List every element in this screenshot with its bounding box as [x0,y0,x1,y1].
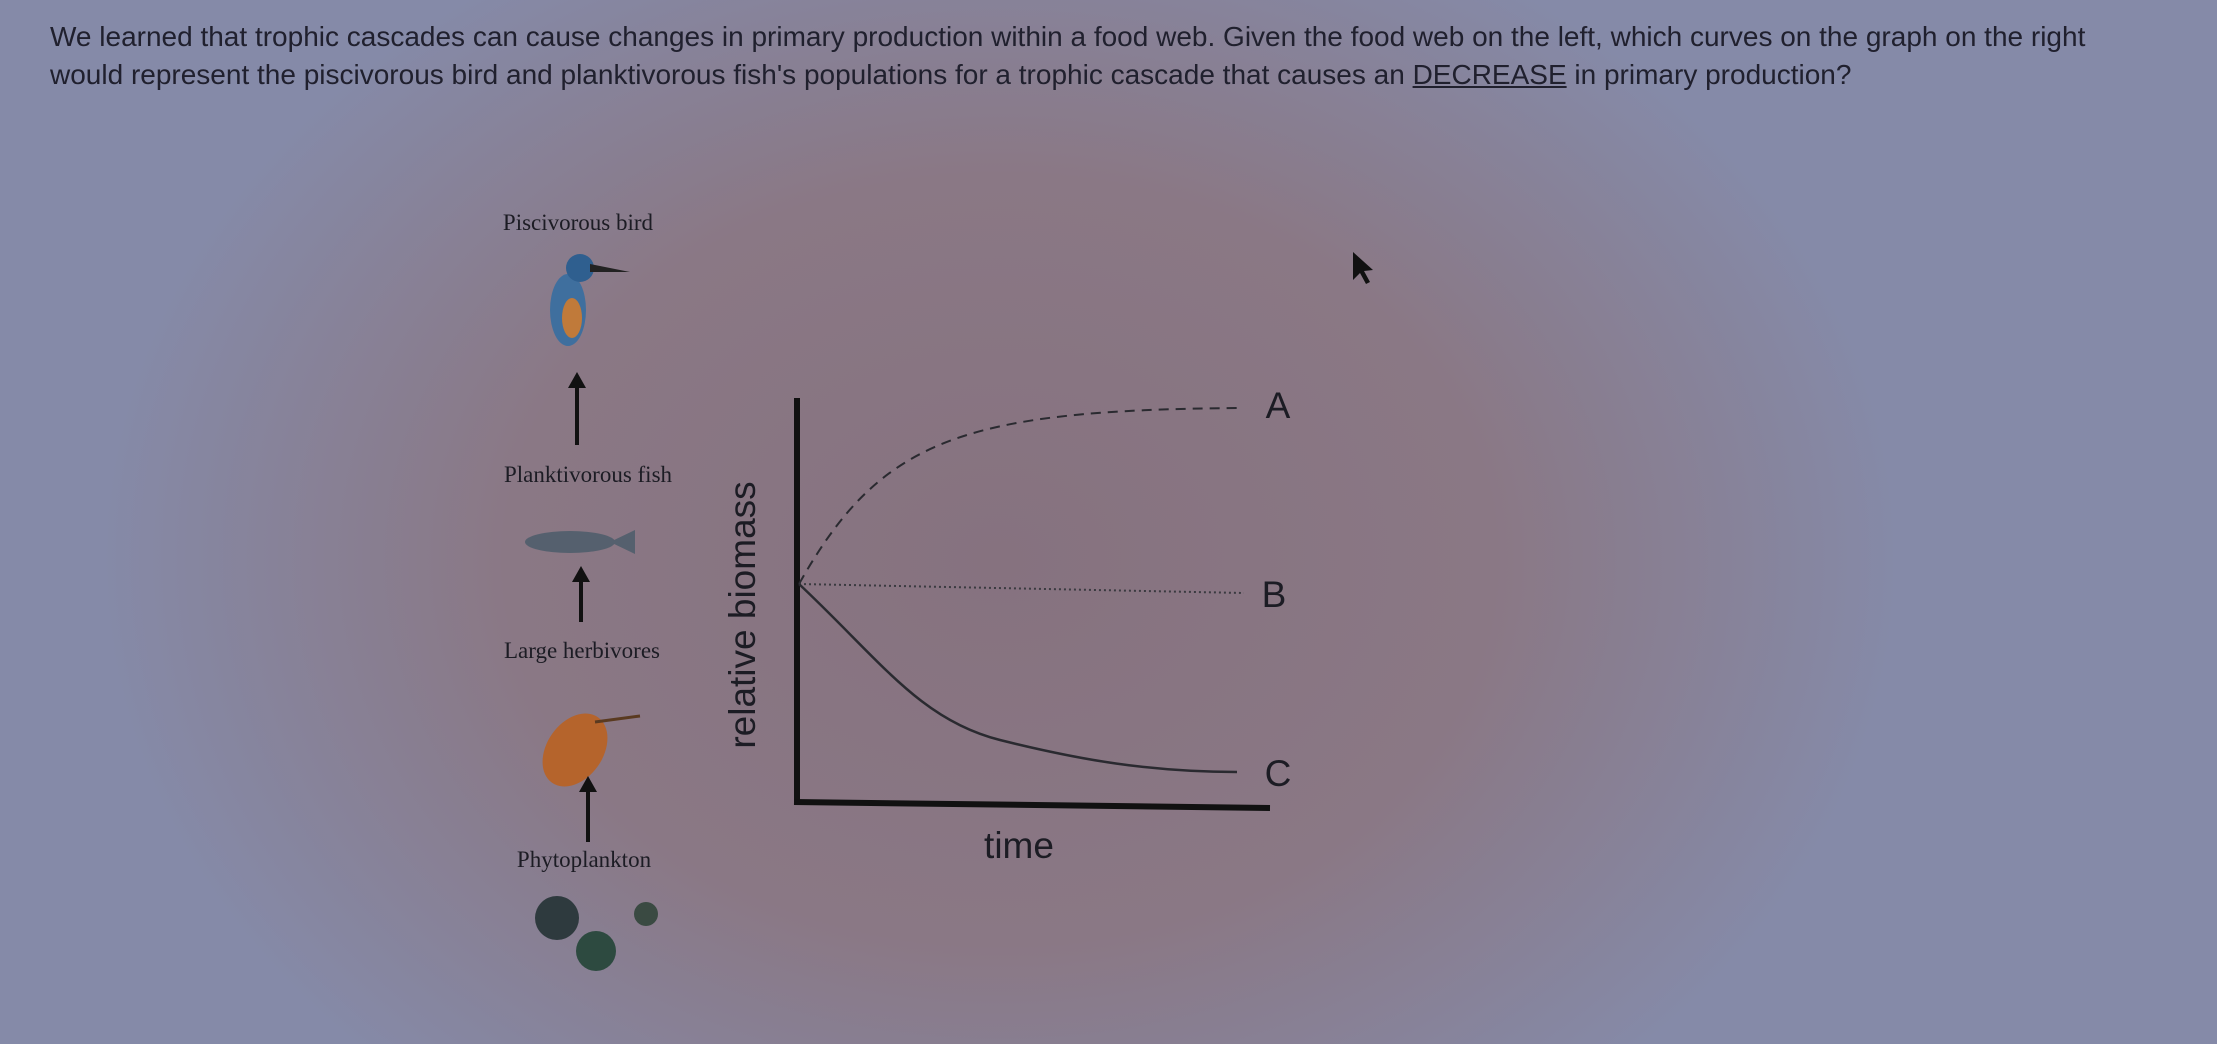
food-web-label: Large herbivores [504,638,660,663]
question-text: in primary production? [1574,59,1852,90]
cursor [1353,252,1373,284]
question: We learned that trophic cascades can cau… [50,18,2160,94]
x-axis [793,799,1271,811]
food-web-label: Piscivorous bird [503,210,654,235]
x-axis-label: time [984,825,1054,866]
curve-a [798,407,1241,585]
curve-label: C [1265,753,1292,794]
food-web-label: Phytoplankton [517,847,652,872]
herbivore-icon [542,713,641,787]
arrow [568,372,586,445]
phytoplankton-icon [535,896,658,971]
curve-b [798,583,1245,594]
question-emphasis: DECREASE [1412,59,1567,90]
fish-icon [525,530,635,554]
y-axis-label: relative biomass [722,481,763,748]
arrow [579,776,597,842]
curve-label: B [1262,574,1287,615]
curve-label: A [1266,385,1291,426]
bird-icon [550,254,630,346]
question-text: We learned that trophic cascades can cau… [50,21,2086,90]
arrow [572,566,590,622]
curve-c [798,583,1238,774]
food-web-label: Planktivorous fish [504,462,673,487]
